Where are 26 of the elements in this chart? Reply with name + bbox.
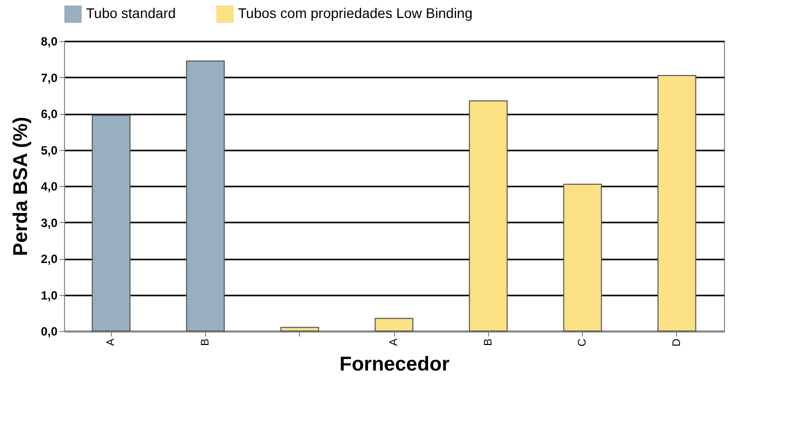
x-tick-label: C (576, 338, 589, 346)
x-tick-label: A (105, 338, 118, 346)
x-tick-label: B (482, 338, 494, 346)
y-tick-label: 1,0 (40, 288, 58, 302)
y-axis-title: Perda BSA (%) (10, 116, 32, 256)
y-tick-label: 0,0 (40, 324, 58, 338)
bar (280, 326, 320, 332)
bar (92, 114, 130, 332)
y-tick-label: 7,0 (40, 70, 58, 85)
x-tick-label: B (199, 338, 212, 346)
y-tick-label: 8,0 (40, 34, 58, 48)
y-tick-label: 3,0 (40, 216, 58, 230)
bar (374, 318, 414, 332)
legend-label: Tubo standard (86, 5, 176, 22)
x-tick-label: D (670, 338, 683, 346)
legend-label: Tubos com propriedades Low Binding (238, 5, 473, 22)
bar (658, 74, 696, 332)
y-tick-label: 2,0 (40, 252, 58, 266)
bar (186, 60, 225, 332)
bar (563, 184, 602, 332)
y-tick-label: 6,0 (40, 107, 58, 121)
y-tick-label: 5,0 (40, 143, 58, 158)
bar (468, 100, 508, 332)
x-axis-title: Fornecedor (339, 353, 450, 376)
y-tick-label: 4,0 (40, 180, 58, 194)
x-tick-label: A (388, 338, 400, 346)
